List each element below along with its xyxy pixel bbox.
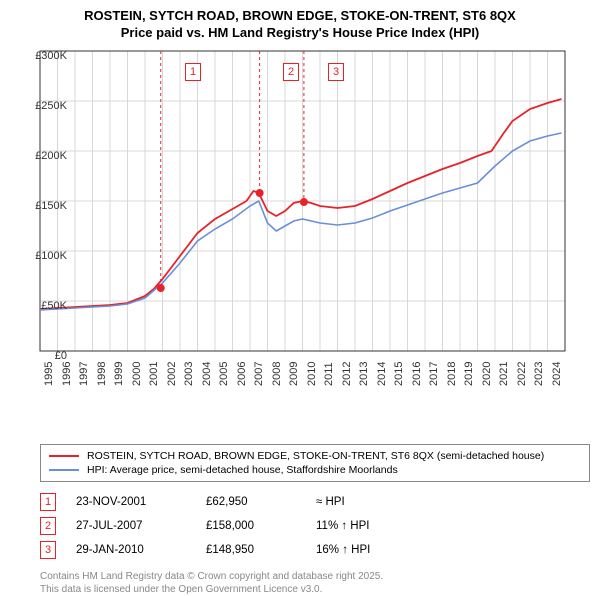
x-tick-label: 1996 [61,361,73,385]
x-tick-label: 2004 [201,361,213,385]
x-tick-label: 2024 [551,361,563,385]
x-tick-label: 2000 [131,361,143,385]
sale-row: 2 27-JUL-2007 £158,000 11% ↑ HPI [40,514,590,538]
legend-item: ROSTEIN, SYTCH ROAD, BROWN EDGE, STOKE-O… [49,449,581,463]
sale-marker-label: 3 [328,63,344,81]
sale-delta: 16% ↑ HPI [316,544,426,556]
x-tick-label: 2006 [236,361,248,385]
sale-badge: 2 [40,517,56,535]
sale-marker-label: 2 [283,63,299,81]
sale-delta: 11% ↑ HPI [316,520,426,532]
x-tick-label: 1999 [113,361,125,385]
chart-title: ROSTEIN, SYTCH ROAD, BROWN EDGE, STOKE-O… [0,0,600,42]
y-tick-label: £200K [35,150,67,162]
x-tick-label: 2019 [463,361,475,385]
y-tick-label: £300K [35,50,67,62]
x-tick-label: 2021 [498,361,510,385]
y-tick-label: £0 [55,350,67,362]
legend-item: HPI: Average price, semi-detached house,… [49,463,581,477]
legend-label: ROSTEIN, SYTCH ROAD, BROWN EDGE, STOKE-O… [87,450,544,462]
x-tick-label: 2011 [323,362,335,386]
sale-row: 3 29-JAN-2010 £148,950 16% ↑ HPI [40,538,590,562]
sale-marker-label: 1 [185,63,201,81]
x-tick-label: 2003 [183,361,195,385]
legend: ROSTEIN, SYTCH ROAD, BROWN EDGE, STOKE-O… [40,444,590,482]
legend-label: HPI: Average price, semi-detached house,… [87,464,398,476]
x-tick-label: 2013 [358,361,370,385]
legend-swatch [49,469,79,471]
chart-container: ROSTEIN, SYTCH ROAD, BROWN EDGE, STOKE-O… [0,0,600,590]
x-tick-label: 2022 [516,361,528,385]
y-tick-label: £150K [35,200,67,212]
x-tick-label: 2016 [411,361,423,385]
footer-line2: This data is licensed under the Open Gov… [40,583,590,596]
sale-date: 23-NOV-2001 [76,496,186,508]
x-tick-label: 2020 [481,361,493,385]
footer-line1: Contains HM Land Registry data © Crown c… [40,570,590,583]
x-tick-label: 2010 [306,361,318,385]
x-tick-label: 2014 [376,361,388,385]
title-line2: Price paid vs. HM Land Registry's House … [0,25,600,42]
x-tick-label: 2002 [166,361,178,385]
sale-badge: 1 [40,493,56,511]
sale-price: £148,950 [206,544,296,556]
sale-badge: 3 [40,541,56,559]
x-tick-label: 2001 [148,361,160,385]
x-tick-label: 2009 [288,361,300,385]
footer: Contains HM Land Registry data © Crown c… [40,570,590,596]
sale-row: 1 23-NOV-2001 £62,950 ≈ HPI [40,490,590,514]
x-tick-label: 2018 [446,361,458,385]
y-tick-label: £250K [35,100,67,112]
sales-table: 1 23-NOV-2001 £62,950 ≈ HPI 2 27-JUL-200… [40,490,590,562]
sale-date: 29-JAN-2010 [76,544,186,556]
sale-price: £158,000 [206,520,296,532]
sale-price: £62,950 [206,496,296,508]
y-tick-label: £50K [41,300,67,312]
legend-swatch [49,455,79,457]
x-tick-label: 2005 [218,361,230,385]
sale-delta: ≈ HPI [316,496,426,508]
line-chart [35,46,595,416]
x-tick-label: 2007 [253,361,265,385]
x-tick-label: 1998 [96,361,108,385]
chart-area: £0 £50K £100K £150K £200K £250K £300K 1995 1996 1… [35,46,595,416]
x-tick-label: 1995 [43,361,55,385]
x-tick-label: 2008 [271,361,283,385]
y-tick-label: £100K [35,250,67,262]
x-tick-label: 2017 [428,361,440,385]
x-tick-label: 2023 [533,361,545,385]
sale-date: 27-JUL-2007 [76,520,186,532]
x-tick-label: 1997 [78,361,90,385]
x-tick-label: 2012 [341,361,353,385]
x-tick-label: 2015 [393,361,405,385]
title-line1: ROSTEIN, SYTCH ROAD, BROWN EDGE, STOKE-O… [0,8,600,25]
